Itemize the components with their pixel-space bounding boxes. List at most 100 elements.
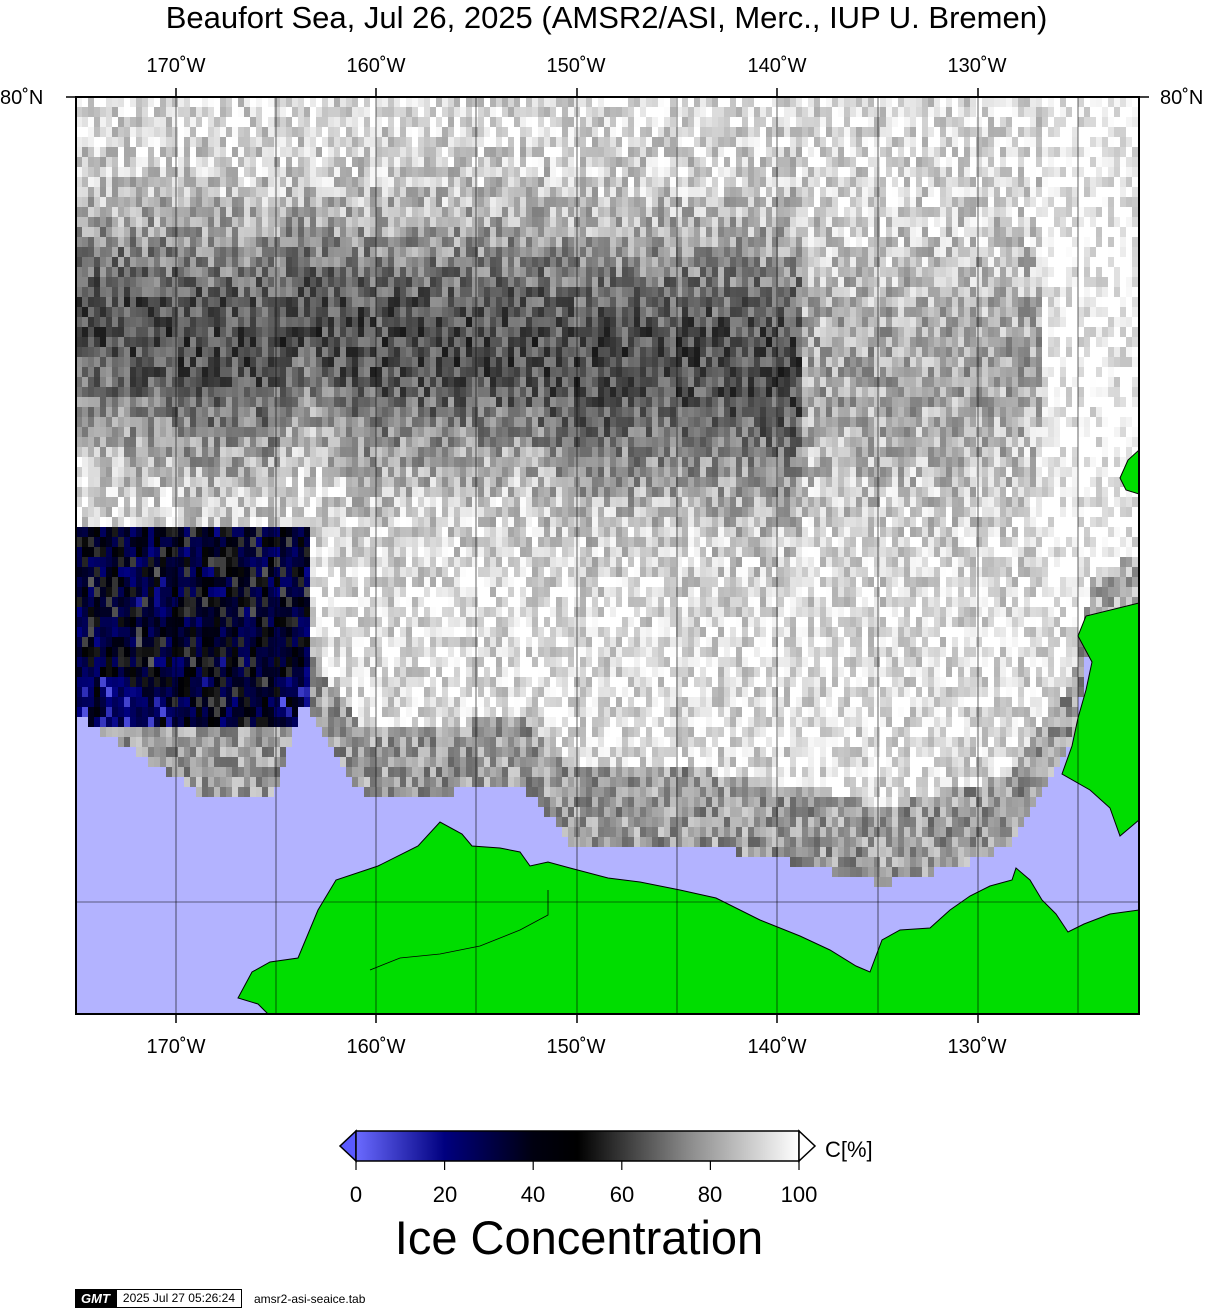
ice-cell [148, 497, 154, 507]
ice-cell [244, 737, 250, 747]
ice-cell [484, 277, 490, 287]
ice-cell [514, 167, 520, 177]
ice-cell [100, 337, 106, 347]
ice-cell [406, 477, 412, 487]
ice-cell [394, 387, 400, 397]
ice-cell [136, 467, 142, 477]
ice-cell [238, 587, 244, 597]
ice-cell [76, 397, 82, 407]
ice-cell [100, 297, 106, 307]
ice-cell [160, 287, 166, 297]
ice-cell [454, 507, 460, 517]
ice-cell [238, 727, 244, 737]
ice-cell [400, 727, 406, 737]
ice-cell [316, 417, 322, 427]
ice-cell [172, 677, 178, 687]
ice-cell [358, 737, 364, 747]
ice-cell [352, 507, 358, 517]
ice-cell [388, 537, 394, 547]
ice-cell [202, 567, 208, 577]
ice-cell [184, 487, 190, 497]
ice-cell [466, 637, 472, 647]
ice-cell [208, 437, 214, 447]
ice-cell [154, 727, 160, 737]
ice-cell [364, 397, 370, 407]
ice-cell [346, 317, 352, 327]
ice-cell [184, 467, 190, 477]
ice-cell [442, 337, 448, 347]
ice-cell [154, 477, 160, 487]
ice-cell [262, 407, 268, 417]
ice-cell [298, 127, 304, 137]
ice-cell [220, 447, 226, 457]
ice-cell [142, 167, 148, 177]
ice-cell [166, 197, 172, 207]
ice-cell [394, 247, 400, 257]
ice-cell [442, 407, 448, 417]
ice-cell [124, 707, 130, 717]
ice-cell [160, 217, 166, 227]
ice-cell [280, 237, 286, 247]
ice-cell [76, 457, 82, 467]
ice-cell [268, 97, 274, 107]
ice-cell [154, 697, 160, 707]
ice-cell [460, 607, 466, 617]
ice-cell [76, 417, 82, 427]
ice-cell [292, 227, 298, 237]
ice-cell [346, 157, 352, 167]
ice-cell [202, 117, 208, 127]
ice-cell [388, 617, 394, 627]
ice-cell [256, 507, 262, 517]
ice-cell [310, 227, 316, 237]
ice-cell [76, 277, 82, 287]
ice-cell [202, 227, 208, 237]
ice-cell [118, 557, 124, 567]
ice-cell [208, 557, 214, 567]
ice-cell [274, 477, 280, 487]
ice-cell [88, 517, 94, 527]
ice-cell [256, 387, 262, 397]
ice-cell [484, 707, 490, 717]
ice-cell [436, 557, 442, 567]
ice-cell [268, 737, 274, 747]
ice-cell [100, 147, 106, 157]
ice-cell [286, 427, 292, 437]
ice-cell [412, 357, 418, 367]
ice-cell [394, 127, 400, 137]
ice-cell [322, 677, 328, 687]
ice-cell [484, 737, 490, 747]
ice-cell [412, 567, 418, 577]
ice-cell [106, 547, 112, 557]
ice-cell [436, 257, 442, 267]
ice-cell [286, 257, 292, 267]
ice-cell [172, 127, 178, 137]
ice-cell [268, 177, 274, 187]
ice-cell [466, 477, 472, 487]
ice-cell [394, 227, 400, 237]
ice-cell [346, 257, 352, 267]
ice-cell [484, 247, 490, 257]
ice-cell [76, 617, 82, 627]
ice-cell [214, 117, 220, 127]
ice-cell [280, 587, 286, 597]
ice-cell [358, 757, 364, 767]
ice-cell [226, 147, 232, 157]
ice-cell [340, 717, 346, 727]
ice-cell [370, 517, 376, 527]
ice-cell [142, 747, 148, 757]
ice-cell [364, 137, 370, 147]
ice-cell [220, 247, 226, 257]
ice-cell [502, 467, 508, 477]
ice-cell [322, 557, 328, 567]
ice-cell [376, 207, 382, 217]
ice-cell [196, 247, 202, 257]
ice-cell [502, 777, 508, 787]
ice-cell [124, 347, 130, 357]
ice-cell [118, 527, 124, 537]
ice-cell [514, 107, 520, 117]
ice-cell [376, 597, 382, 607]
ice-cell [262, 487, 268, 497]
ice-cell [124, 517, 130, 527]
ice-cell [196, 687, 202, 697]
ice-cell [478, 547, 484, 557]
